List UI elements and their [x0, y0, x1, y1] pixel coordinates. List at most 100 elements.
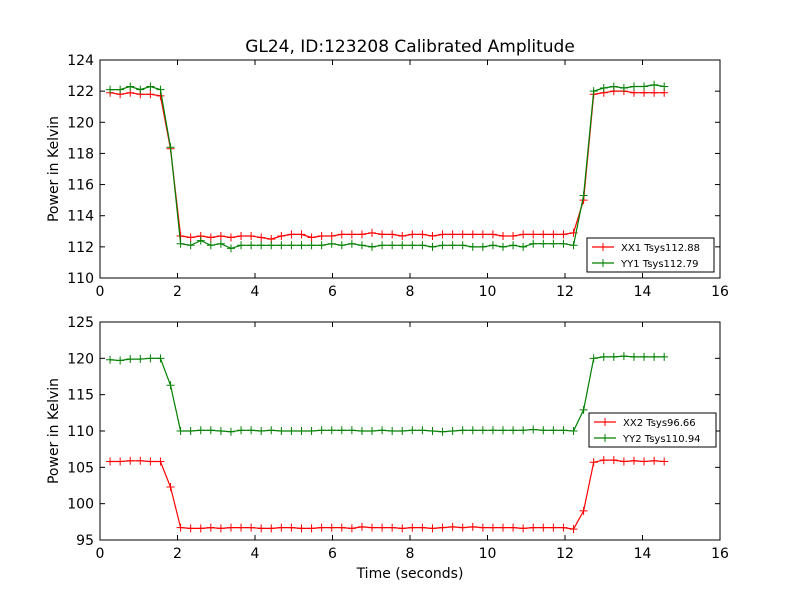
data-point: [398, 427, 407, 435]
data-point: [166, 381, 175, 390]
x-tick-label: 16: [711, 546, 729, 562]
data-point: [368, 228, 377, 237]
data-point: [146, 354, 155, 363]
data-point: [186, 241, 195, 250]
data-point: [388, 523, 397, 532]
data-point: [640, 352, 649, 361]
data-point: [499, 426, 507, 435]
data-point: [116, 356, 125, 365]
data-point: [106, 85, 115, 94]
data-point: [146, 90, 155, 99]
data-point: [428, 242, 437, 251]
data-point: [146, 457, 155, 466]
data-point: [186, 524, 195, 533]
data-point: [458, 523, 467, 532]
data-point: [146, 82, 155, 91]
legend-label: XX2 Tsys96.66: [623, 418, 696, 429]
legend-label: YY2 Tsys110.94: [622, 434, 701, 445]
data-point: [640, 457, 649, 466]
data-point: [357, 522, 366, 531]
data-point: [337, 241, 346, 250]
y-tick-label: 118: [67, 146, 94, 162]
data-point: [237, 241, 246, 250]
data-point: [206, 523, 215, 532]
series-line: [110, 84, 665, 250]
y-axis-label: Power in Kelvin: [46, 116, 62, 222]
data-point: [609, 352, 618, 361]
data-point: [438, 427, 447, 436]
y-tick-label: 125: [67, 315, 94, 331]
y-tick-label: 114: [67, 209, 94, 225]
x-tick-label: 8: [406, 546, 415, 562]
legend-box: [586, 237, 715, 273]
x-tick-label: 12: [556, 284, 574, 300]
y-tick-label: 110: [67, 424, 94, 440]
data-point: [156, 457, 165, 466]
data-point: [438, 523, 447, 532]
data-point: [216, 427, 225, 435]
data-point: [458, 241, 467, 250]
data-point: [499, 242, 507, 251]
legend-label: XX1 Tsys112.88: [621, 243, 700, 254]
data-point: [519, 524, 528, 533]
data-point: [589, 458, 598, 467]
data-point: [116, 85, 125, 94]
data-point: [408, 241, 417, 250]
data-point: [257, 427, 266, 435]
data-point: [116, 457, 125, 466]
data-point: [478, 230, 487, 239]
data-point: [307, 524, 316, 533]
x-tick-label: 6: [328, 546, 337, 562]
data-point: [448, 241, 457, 250]
data-point: [428, 524, 437, 533]
data-point: [247, 231, 256, 240]
x-tick-label: 4: [251, 546, 260, 562]
data-point: [619, 352, 628, 361]
x-tick-label: 8: [406, 284, 415, 300]
data-point: [539, 230, 548, 239]
data-point: [478, 523, 487, 532]
data-point: [196, 426, 205, 435]
data-point: [599, 84, 608, 93]
data-point: [448, 522, 457, 531]
data-point: [267, 524, 276, 533]
data-point: [347, 239, 356, 248]
data-point: [478, 426, 487, 435]
data-point: [257, 524, 266, 533]
data-point: [317, 231, 326, 240]
data-point: [247, 426, 256, 435]
data-point: [347, 230, 356, 239]
data-point: [418, 230, 427, 239]
x-tick-label: 2: [173, 284, 182, 300]
data-point: [509, 523, 518, 532]
data-point: [589, 87, 598, 96]
data-point: [529, 425, 538, 434]
data-point: [337, 426, 346, 435]
data-point: [126, 355, 135, 364]
data-point: [539, 426, 548, 435]
data-point: [378, 426, 387, 435]
data-point: [136, 85, 145, 94]
data-point: [599, 352, 608, 361]
data-point: [388, 230, 397, 239]
x-tick-label: 10: [479, 284, 497, 300]
data-point: [599, 456, 608, 465]
data-point: [297, 524, 306, 533]
data-point: [307, 233, 316, 242]
data-point: [559, 230, 568, 239]
data-point: [196, 236, 205, 245]
data-point: [619, 457, 628, 466]
data-point: [488, 523, 497, 532]
data-point: [287, 523, 296, 532]
data-point: [388, 427, 397, 435]
data-point: [378, 241, 387, 250]
data-point: [418, 426, 427, 435]
data-point: [549, 523, 558, 532]
data-point: [660, 352, 669, 361]
data-point: [206, 241, 215, 250]
data-point: [549, 230, 558, 239]
x-tick-label: 0: [96, 284, 105, 300]
legend-box: [588, 412, 717, 448]
data-point: [579, 506, 588, 515]
data-point: [448, 230, 457, 239]
